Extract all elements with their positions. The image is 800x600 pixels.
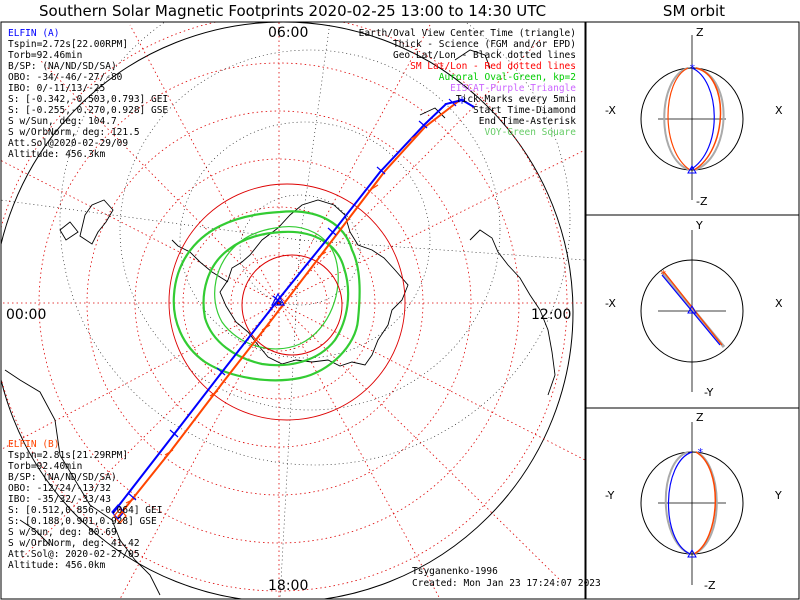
legend-item: EISCAT-Purple Triangle [450, 83, 576, 94]
elfin-b-start-diamond [113, 508, 127, 524]
south-america-coastline [59, 199, 114, 245]
panel1-right: X [775, 104, 783, 117]
legend-item: VOY-Green Square [484, 127, 576, 138]
elfin-a-track [112, 98, 475, 514]
mlt-label-bottom: 18:00 [268, 578, 309, 594]
elfin-b-info-line: Att.Sol@: 2020-02-27/05 [8, 549, 140, 560]
legend-item: Tick Marks every 5min [455, 94, 576, 105]
panel2-left: -X [605, 297, 616, 310]
antarctica-coastline [219, 199, 409, 367]
elfin-b-info-line: S w/Sun, deg: 80.69 [8, 527, 117, 538]
view-center-triangle [270, 292, 286, 306]
elfin-b-info-line: B/SP: (NA/ND/SD/SA) [8, 472, 117, 483]
legend-item: Earth/Oval View Center Time (triangle) [358, 28, 576, 39]
map-frame [0, 21, 586, 600]
svg-text:*: * [697, 446, 704, 459]
elfin-b-info-line: IBO: -35/32/-33/43 [8, 494, 111, 505]
elfin-a-start-diamond [111, 504, 125, 520]
sm-lat-grid [1, 22, 585, 599]
elfin-b-info-line: S w/OrbNorm, deg: 41.42 [8, 538, 140, 549]
elfin-a-info: ELFIN (A) Tspin=2.72s[22.00RPM] Torb=92.4… [8, 28, 168, 160]
elfin-a-end-asterisk: * [458, 93, 466, 112]
elfin-b-header: ELFIN (B) [8, 439, 60, 450]
legend-item: Auroral Oval-Green, kp=2 [438, 72, 576, 83]
sm-panel-xy: * [640, 230, 744, 392]
panel1-top: Z [696, 26, 704, 39]
elfin-b-info-line: Torb=92.40min [8, 461, 83, 472]
svg-text:*: * [660, 268, 667, 281]
elfin-a-info-line: Torb=92.46min [8, 50, 83, 61]
auroral-oval-inner [214, 226, 339, 350]
sm-panel-xz: * [640, 35, 744, 200]
elfin-a-info-line: IBO: 0/-11/13/-25 [8, 83, 106, 94]
created-timestamp: Created: Mon Jan 23 17:24:07 2023 [412, 578, 601, 589]
elfin-b-info-line: Tspin=2.81s[21.29RPM] [8, 450, 129, 461]
legend-item: Geo Lat/Lon - Black dotted lines [392, 50, 576, 61]
elfin-a-info-line: Tspin=2.72s[22.00RPM] [8, 39, 129, 50]
panel2-bottom: -Y [704, 386, 714, 399]
sm-panel-yz: * [640, 422, 744, 585]
auroral-oval-mid [202, 230, 350, 367]
elfin-a-info-line: S: [-0.342,-0.503,0.793] GEI [8, 94, 169, 105]
auroral-oval-outer [172, 210, 361, 382]
panel3-top: Z [696, 411, 704, 424]
elfin-b-ticks [125, 133, 420, 504]
legend-item: Start Time-Diamond [473, 105, 576, 116]
legend-item: SM Lat/Lon - Red dotted lines [410, 61, 576, 72]
mlt-label-right: 12:00 [531, 307, 572, 323]
panel1-left: -X [605, 104, 616, 117]
mlt-label-top: 06:00 [268, 25, 309, 41]
australia-coastline [469, 229, 556, 396]
elfin-a-info-line: B/SP: (NA/ND/SD/SA) [8, 61, 117, 72]
sm-orbit-title: SM orbit [662, 2, 726, 20]
elfin-a-info-line: S: [-0.255,-0.270,0.928] GSE [8, 105, 169, 116]
earth-disk [1, 22, 574, 599]
legend-item: End Time-Asterisk [478, 116, 576, 127]
page-title: Southern Solar Magnetic Footprints 2020-… [38, 2, 547, 20]
elfin-b-info-line: OBO: -12/24/-13/32 [8, 483, 111, 494]
panel1-bottom: -Z [696, 195, 708, 208]
peninsula-coastline [171, 239, 229, 283]
elfin-a-header: ELFIN (A) [8, 28, 60, 39]
elfin-a-lines: Tspin=2.72s[22.00RPM] Torb=92.46min B/SP: … [8, 39, 168, 160]
legend-item: Thick - Science (FGM and/or EPD) [392, 39, 576, 50]
elfin-a-info-line: Att.Sol@2020-02-29/09 [8, 138, 129, 149]
elfin-a-info-line: Altitude: 456.3km [8, 149, 106, 160]
elfin-a-info-line: S w/Sun, deg: 104.7 [8, 116, 117, 127]
elfin-a-ticks [127, 98, 457, 501]
panel3-right: Y [775, 489, 782, 502]
elfin-b-info: ELFIN (B) Tspin=2.81s[21.29RPM] Torb=92.4… [8, 439, 162, 571]
panel2-right: X [775, 297, 783, 310]
elfin-a-info-line: OBO: -34/-46/-27/-80 [8, 72, 123, 83]
polar-cap-circle [241, 254, 343, 356]
elfin-b-info-line: S: [0.188,0.901,0.928] GSE [8, 516, 157, 527]
elfin-a-info-line: S w/OrbNorm, deg: 121.5 [8, 127, 140, 138]
panel2-top: Y [696, 219, 703, 232]
elfin-b-info-line: Altitude: 456.0km [8, 560, 106, 571]
elfin-b-lines: Tspin=2.81s[21.29RPM] Torb=92.40min B/SP: … [8, 450, 162, 571]
mlt-label-left: 00:00 [6, 307, 47, 323]
sm-orbit-panels: * * * [585, 21, 800, 600]
svg-text:*: * [689, 62, 696, 75]
elfin-b-info-line: S: [0.512,0.856,-0.064] GEI [8, 505, 163, 516]
continent-coastline [4, 369, 161, 596]
sm-pole-circle [168, 183, 406, 421]
model-credit: Tsyganenko-1996 [412, 566, 498, 577]
panel3-bottom: -Z [704, 579, 716, 592]
panel3-left: -Y [605, 489, 615, 502]
legend: Earth/Oval View Center Time (triangle) Th… [359, 28, 576, 138]
